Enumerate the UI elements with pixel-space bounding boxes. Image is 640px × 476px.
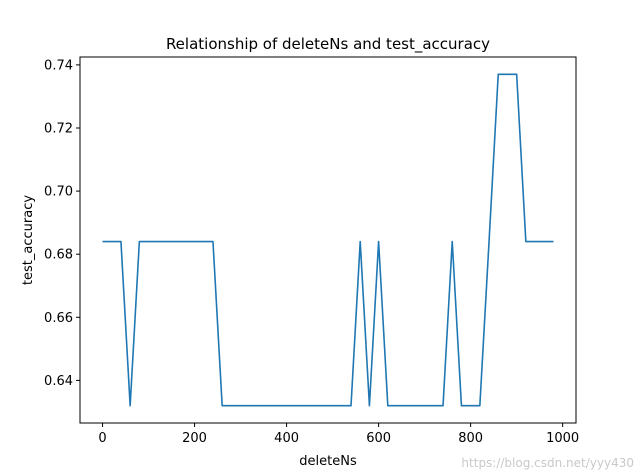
- x-tick-label: 600: [366, 431, 391, 446]
- chart-title: Relationship of deleteNs and test_accura…: [166, 35, 490, 54]
- x-axis-label: deleteNs: [299, 454, 357, 469]
- plot-area: [79, 56, 577, 424]
- y-tick-label: 0.64: [44, 374, 73, 389]
- plot-frame: [79, 56, 577, 424]
- y-axis-label: test_accuracy: [21, 195, 36, 285]
- x-tick-label: 0: [98, 431, 106, 446]
- x-tick-label: 1000: [546, 431, 579, 446]
- y-tick-label: 0.72: [44, 121, 73, 136]
- y-tick-label: 0.70: [44, 185, 73, 200]
- y-tick-label: 0.68: [44, 248, 73, 263]
- watermark: https://blog.csdn.net/yyy430: [461, 456, 634, 470]
- y-tick-label: 0.66: [44, 311, 73, 326]
- y-tick-label: 0.74: [44, 58, 73, 73]
- x-tick-label: 400: [274, 431, 299, 446]
- y-axis: 0.64 0.66 0.68 0.70 0.72 0.74: [44, 58, 80, 389]
- x-axis: 0 200 400 600 800 1000: [98, 423, 579, 446]
- x-tick-label: 800: [458, 431, 483, 446]
- x-tick-label: 200: [182, 431, 207, 446]
- series-line: [102, 73, 554, 407]
